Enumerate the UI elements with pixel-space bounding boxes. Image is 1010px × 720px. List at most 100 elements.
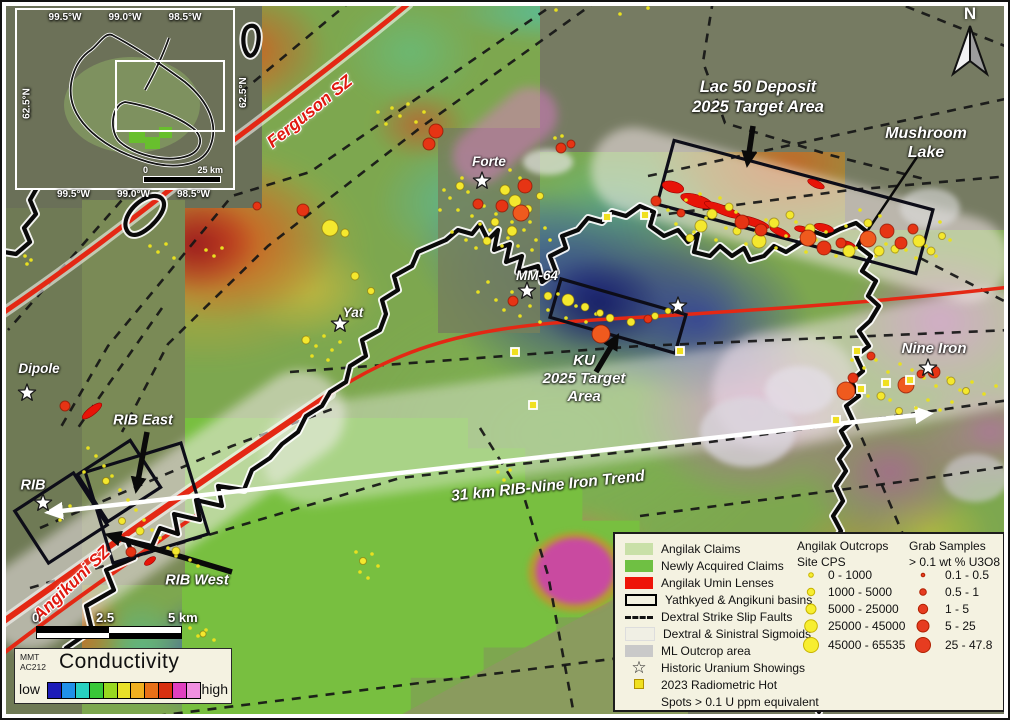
outcrop-circle — [863, 218, 873, 228]
legend-swatch-star: ☆ — [631, 658, 647, 677]
radiometric-dot — [926, 398, 930, 402]
umin-lens — [807, 178, 825, 190]
radiometric-dot — [110, 474, 114, 478]
radiometric-dot — [878, 214, 882, 218]
inset-coord-label: 98.5°W — [168, 12, 202, 23]
radiometric-dot — [958, 388, 962, 392]
radiometric-square — [528, 400, 538, 410]
radiometric-dot — [158, 536, 162, 540]
legend-grab-range: 0.1 - 0.5 — [945, 568, 990, 582]
outcrop-circle — [694, 219, 708, 233]
radiometric-dot — [376, 564, 380, 568]
grab-sample-circle — [512, 204, 530, 222]
grab-sample-circle — [650, 195, 662, 207]
ramp-segment — [117, 683, 132, 698]
outcrop-circle — [506, 225, 518, 237]
radiometric-dot — [718, 196, 722, 200]
legend-swatch-green — [625, 560, 653, 572]
trend-arrow-line — [44, 406, 934, 520]
radiometric-dot — [938, 220, 942, 224]
grab-sample-circle — [566, 139, 576, 149]
outcrop-circle — [102, 477, 110, 485]
radiometric-dot — [326, 358, 330, 362]
legend-swatch-red — [625, 577, 653, 589]
fault-dashed-line — [889, 0, 1010, 50]
inset-coord-label: 99.0°W — [108, 12, 142, 23]
outcrop-circle — [912, 234, 926, 248]
outcrop-circle — [651, 312, 659, 320]
radiometric-dot — [448, 196, 452, 200]
fault-dashed-line — [647, 96, 1010, 178]
grab-sample-circle — [836, 381, 856, 401]
inset-basin-outlines — [64, 32, 215, 168]
conductivity-high-label: high — [201, 681, 228, 697]
radiometric-dot — [188, 558, 192, 562]
radiometric-dot — [724, 226, 728, 230]
radiometric-dot — [204, 628, 208, 632]
uranium-showing-star — [33, 493, 53, 511]
outcrop-circle — [199, 630, 207, 638]
radiometric-dot — [500, 244, 504, 248]
radiometric-dot — [910, 368, 914, 372]
annotation-arrows — [104, 125, 919, 575]
radiometric-dot — [564, 316, 568, 320]
radiometric-dot — [438, 208, 442, 212]
radiometric-dot — [866, 394, 870, 398]
uranium-showing-star — [668, 296, 688, 314]
radiometric-dot — [488, 228, 492, 232]
radiometric-dot — [29, 258, 33, 262]
outcrop-circle — [482, 236, 492, 246]
radiometric-dot — [442, 188, 446, 192]
legend-item: ML Outcrop area — [625, 644, 751, 658]
radiometric-dot — [528, 304, 532, 308]
umin-lens — [661, 180, 685, 194]
inset-coord-label: 99.5°W — [48, 12, 82, 23]
radiometric-dot — [172, 256, 176, 260]
grab-sample-circles — [59, 123, 941, 558]
legend-item-label: Angilak Umin Lenses — [661, 576, 774, 590]
inset-scale-max: 25 km — [197, 165, 223, 175]
outcrop-circle — [876, 391, 886, 401]
grab-sample-circle — [894, 236, 908, 250]
radiometric-dot — [502, 478, 506, 482]
radiometric-dot — [646, 6, 650, 10]
radiometric-dot — [534, 238, 538, 242]
outcrop-circle — [873, 245, 885, 257]
radiometric-dot — [466, 190, 470, 194]
grab-sample-circle — [734, 214, 750, 230]
radiometric-dot — [522, 228, 526, 232]
umin-lens — [144, 556, 156, 566]
legend-swatch-light-green — [625, 543, 653, 555]
radiometric-dot — [518, 176, 522, 180]
grab-sample-circle — [847, 372, 859, 384]
legend-swatch-dashed-line — [625, 615, 653, 619]
radiometric-dot — [354, 550, 358, 554]
radiometric-dot — [516, 244, 520, 248]
outcrop-circle — [785, 210, 795, 220]
legend-item-label: Dextral & Sinistral Sigmoids — [663, 627, 812, 641]
grab-sample-circle — [859, 230, 877, 248]
radiometric-dot — [384, 122, 388, 126]
radiometric-dot — [82, 470, 86, 474]
radiometric-squares — [510, 210, 915, 425]
basin-outline — [241, 23, 261, 58]
outcrop-circle — [135, 526, 145, 536]
radiometric-dot — [212, 638, 216, 642]
radiometric-dot — [134, 508, 138, 512]
radiometric-dot — [824, 230, 828, 234]
radiometric-dot — [196, 564, 200, 568]
legend-grabs-subheader: > 0.1 wt % U3O8 — [909, 555, 1001, 569]
outcrop-circle — [301, 335, 311, 345]
radiometric-dot — [554, 8, 558, 12]
outcrop-circle — [359, 557, 367, 565]
radiometric-dot — [934, 254, 938, 258]
radiometric-dot — [422, 110, 426, 114]
radiometric-dot — [692, 230, 696, 234]
conductivity-title: Conductivity — [59, 650, 180, 673]
annotation-arrow — [593, 333, 620, 374]
radiometric-dot — [142, 518, 146, 522]
radiometric-dot — [618, 12, 622, 16]
uranium-showing-star — [17, 383, 37, 401]
scale-label: 5 km — [168, 610, 198, 625]
